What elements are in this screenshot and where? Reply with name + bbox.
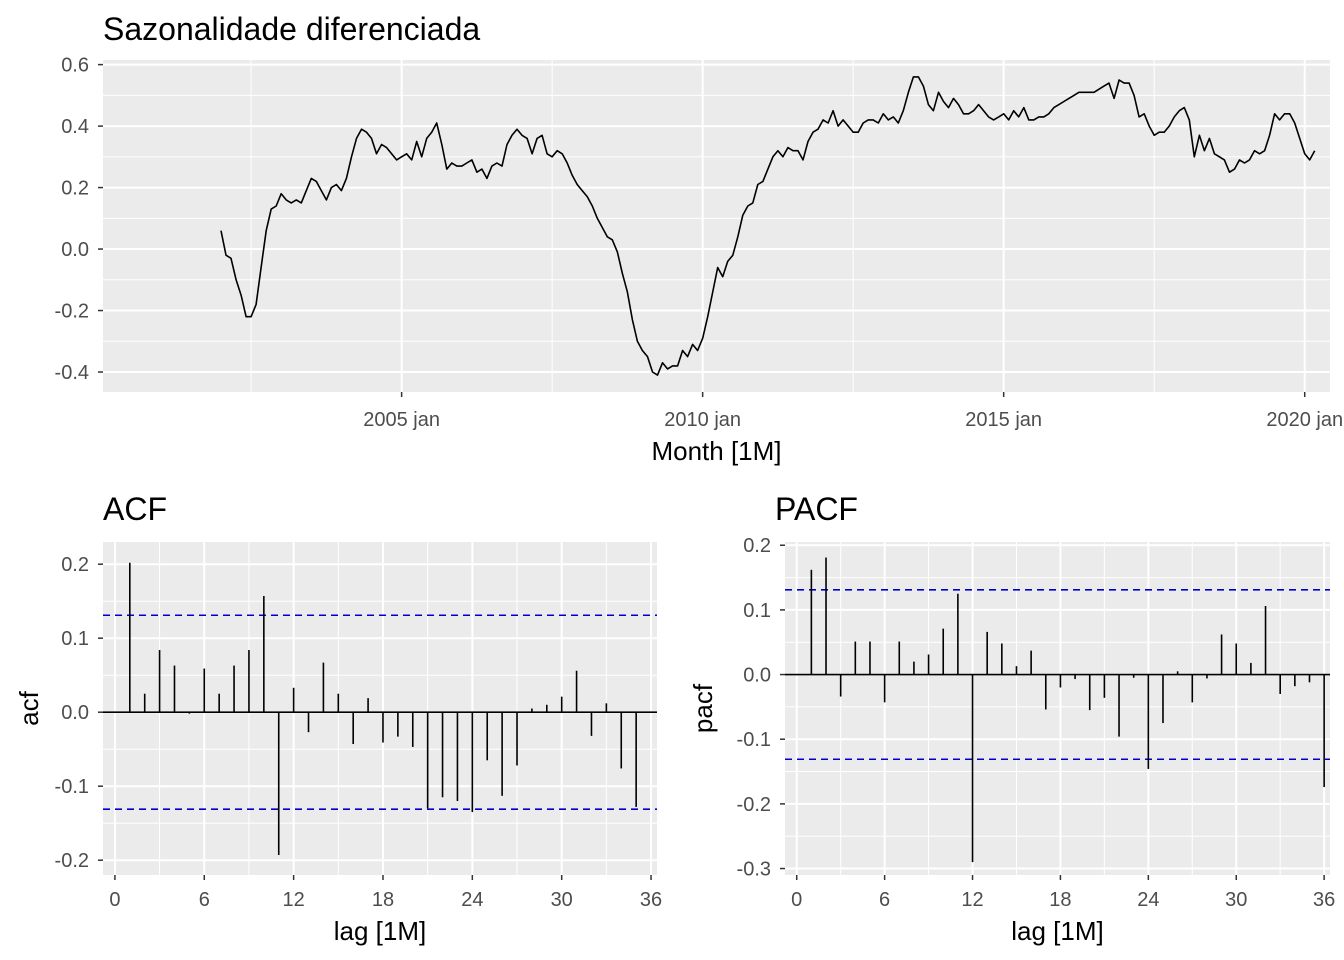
- x-tick-label: 18: [372, 889, 394, 911]
- acf-chart: 0 6 12 18 24 30 36 0.2 0.1 0.0 -0.1 -0.2 ACF lag [1M]…: [14, 491, 662, 946]
- y-tick-label: -0.1: [737, 729, 771, 751]
- chart-title: ACF: [103, 491, 167, 527]
- x-tick-label: 36: [640, 889, 662, 911]
- x-tick-label: 36: [1313, 889, 1335, 911]
- x-tick-label: 30: [551, 889, 573, 911]
- x-tick-label: 0: [791, 889, 802, 911]
- plot-panel: [103, 542, 657, 875]
- y-tick-label: 0.2: [61, 554, 89, 576]
- x-tick-label: 12: [961, 889, 983, 911]
- x-tick-label: 2005 jan: [363, 409, 440, 431]
- series-line: [220, 76, 1316, 376]
- x-tick-label: 2020 jan: [1266, 409, 1343, 431]
- x-axis-label: lag [1M]: [1011, 916, 1104, 946]
- y-tick-label: 0.1: [61, 628, 89, 650]
- plot-panel: [785, 542, 1330, 875]
- x-tick-label: 12: [282, 889, 304, 911]
- y-tick-label: -0.2: [737, 794, 771, 816]
- x-tick-label: 18: [1049, 889, 1071, 911]
- x-tick-label: 2010 jan: [664, 409, 741, 431]
- y-tick-label: 0.2: [743, 535, 771, 557]
- x-axis-label: Month [1M]: [651, 436, 781, 466]
- x-tick-label: 2015 jan: [965, 409, 1042, 431]
- y-axis-label: acf: [14, 690, 44, 725]
- y-tick-label: 0.4: [61, 116, 89, 138]
- chart-title: Sazonalidade diferenciada: [103, 11, 480, 47]
- y-tick-label: -0.4: [55, 362, 89, 384]
- x-tick-label: 30: [1225, 889, 1247, 911]
- y-tick-label: 0.0: [61, 239, 89, 261]
- y-tick-label: 0.1: [743, 600, 771, 622]
- y-tick-label: -0.1: [55, 776, 89, 798]
- y-tick-label: -0.2: [55, 850, 89, 872]
- plot-panel: [103, 60, 1330, 392]
- y-tick-label: 0.0: [743, 665, 771, 687]
- x-axis-label: lag [1M]: [334, 916, 427, 946]
- y-tick-label: 0.0: [61, 702, 89, 724]
- time-series-chart: 2005 jan 2010 jan 2015 jan 2020 jan 0.6 0.4 0.…: [55, 11, 1344, 466]
- y-tick-label: 0.6: [61, 55, 89, 77]
- y-tick-label: -0.2: [55, 301, 89, 323]
- chart-title: PACF: [775, 491, 858, 527]
- x-tick-label: 6: [879, 889, 890, 911]
- y-axis-label: pacf: [688, 683, 718, 733]
- x-tick-label: 0: [109, 889, 120, 911]
- x-tick-label: 6: [199, 889, 210, 911]
- y-tick-label: -0.3: [737, 859, 771, 881]
- pacf-chart: 0 6 12 18 24 30 36 0.2 0.1 0.0 -0.1 -0.2 -0.3 PACF lag…: [688, 491, 1335, 946]
- x-tick-label: 24: [1137, 889, 1159, 911]
- x-tick-label: 24: [461, 889, 483, 911]
- y-tick-label: 0.2: [61, 178, 89, 200]
